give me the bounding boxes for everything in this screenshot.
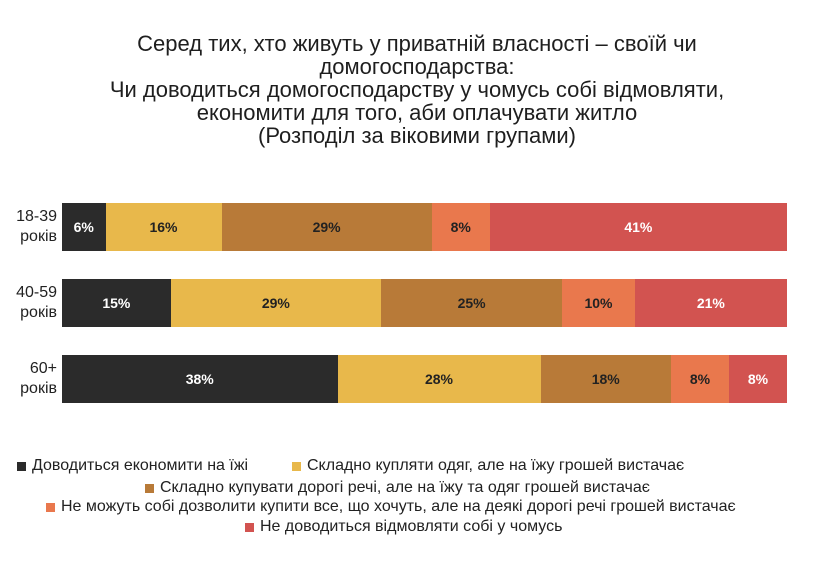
legend-swatch	[245, 522, 254, 532]
bar-segment: 28%	[337, 355, 541, 403]
bar-segment: 21%	[634, 279, 787, 327]
bar-segment: 18%	[540, 355, 671, 403]
bar-segment: 25%	[381, 279, 563, 327]
legend-label: Не можуть собі дозволити купити все, що …	[61, 498, 736, 515]
bar-segment: 38%	[62, 355, 338, 403]
data-label: 21%	[696, 295, 725, 311]
legend-label: Складно купляти одяг, але на їжу грошей …	[307, 457, 685, 474]
bar-segment: 16%	[105, 203, 222, 251]
data-label: 8%	[689, 371, 711, 387]
data-label: 6%	[73, 219, 94, 235]
bar-segment: 15%	[62, 279, 171, 327]
legend-swatch	[292, 461, 301, 471]
legend-label: Складно купувати дорогі речі, але на їжу…	[160, 479, 650, 496]
chart-title: Серед тих, хто живуть у приватній власно…	[109, 31, 725, 125]
data-label: 38%	[185, 371, 214, 387]
stacked-bar: 38% 28% 18% 8% 8%	[62, 355, 787, 403]
legend-item: Не доводиться відмовляти собі у чомусь	[245, 517, 562, 537]
stacked-bar: 15% 29% 25% 10% 21%	[62, 279, 787, 327]
legend-label: Не доводиться відмовляти собі у чомусь	[260, 518, 563, 535]
data-label: 16%	[149, 219, 178, 235]
bar-segment: 8%	[431, 203, 490, 251]
legend-item: Не можуть собі дозволити купити все, що …	[46, 497, 736, 517]
plot-area: 18-39 років 6% 16% 29% 8% 41% 40-59 років 15% 29…	[0, 203, 834, 431]
category-label: 18-39 років	[16, 208, 57, 245]
bar-segment: 41%	[489, 203, 787, 251]
bar-segment: 8%	[671, 355, 729, 403]
legend-item: Складно купляти одяг, але на їжу грошей …	[292, 456, 684, 476]
data-label: 29%	[312, 219, 341, 235]
legend-item: Складно купувати дорогі речі, але на їжу…	[145, 478, 650, 498]
data-label: 8%	[450, 219, 471, 235]
data-label: 10%	[584, 295, 613, 311]
stacked-bar: 6% 16% 29% 8% 41%	[62, 203, 787, 251]
bar-row: 18-39 років 6% 16% 29% 8% 41%	[0, 203, 834, 251]
legend-swatch	[17, 461, 26, 471]
category-label: 40-59 років	[16, 284, 57, 321]
bar-segment: 6%	[62, 203, 106, 251]
bar-row: 60+ років 38% 28% 18% 8% 8%	[0, 355, 834, 403]
data-label: 18%	[591, 371, 620, 387]
bar-segment: 29%	[221, 203, 432, 251]
data-label: 29%	[261, 295, 290, 311]
category-label: 60+ років	[20, 360, 57, 397]
legend-label: Доводиться економити на їжі	[32, 457, 249, 474]
bar-row: 40-59 років 15% 29% 25% 10% 21%	[0, 279, 834, 327]
data-label: 41%	[624, 219, 653, 235]
data-label: 28%	[424, 371, 454, 387]
legend-item: Доводиться економити на їжі	[17, 456, 248, 476]
data-label: 8%	[747, 371, 769, 387]
bar-segment: 8%	[729, 355, 787, 403]
bar-segment: 29%	[170, 279, 381, 327]
bar-segment: 10%	[562, 279, 635, 327]
chart-subtitle: (Розподіл за віковими групами)	[258, 123, 576, 148]
legend-swatch	[145, 483, 154, 493]
title-block: Серед тих, хто живуть у приватній власно…	[0, 32, 834, 147]
data-label: 15%	[102, 295, 131, 311]
legend-swatch	[46, 502, 55, 512]
data-label: 25%	[457, 295, 486, 311]
